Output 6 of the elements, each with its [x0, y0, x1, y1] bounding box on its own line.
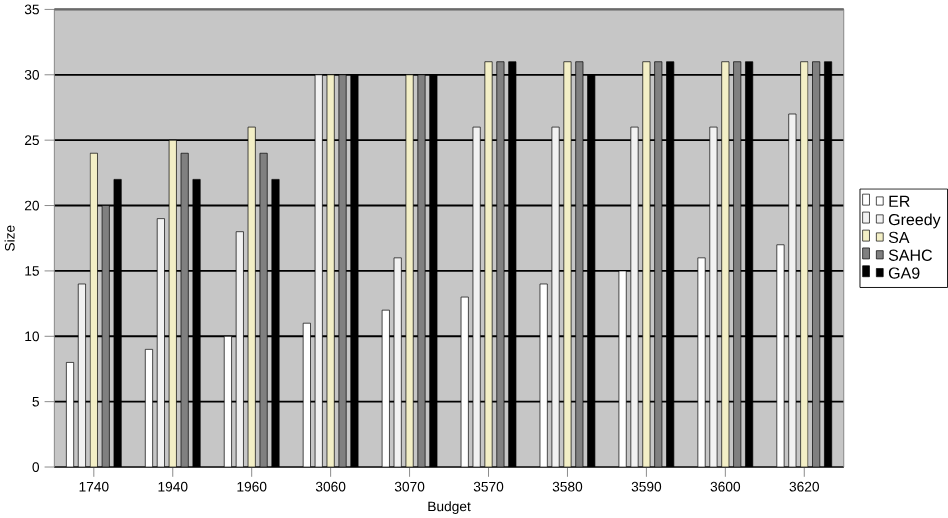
legend-label: ER: [889, 195, 910, 207]
bar: [630, 126, 639, 467]
legend-label: SA: [888, 231, 910, 243]
legend-label: GA9: [888, 267, 920, 279]
legend-label: SAHC: [888, 249, 933, 261]
legend-label: Greedy: [888, 213, 941, 229]
